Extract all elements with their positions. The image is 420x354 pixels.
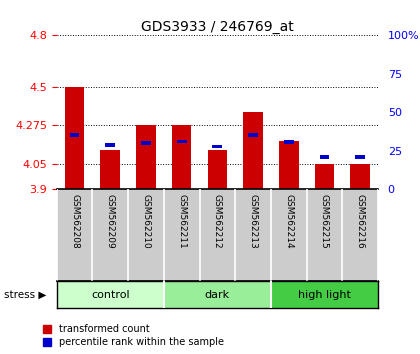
Text: dark: dark — [205, 290, 230, 300]
Text: GSM562208: GSM562208 — [70, 194, 79, 249]
Text: GSM562211: GSM562211 — [177, 194, 186, 249]
Bar — [207, 150, 227, 189]
Text: GSM562214: GSM562214 — [284, 194, 293, 249]
Text: control: control — [91, 290, 129, 300]
Text: GSM562216: GSM562216 — [356, 194, 365, 249]
Bar — [100, 150, 120, 189]
Text: GSM562212: GSM562212 — [213, 194, 222, 249]
Text: stress ▶: stress ▶ — [4, 290, 47, 300]
Text: GSM562213: GSM562213 — [249, 194, 257, 249]
Title: GDS3933 / 246769_at: GDS3933 / 246769_at — [141, 21, 294, 34]
Text: GSM562209: GSM562209 — [106, 194, 115, 249]
Bar — [248, 133, 258, 137]
Bar — [213, 145, 222, 148]
Bar — [279, 142, 299, 189]
Bar — [70, 133, 79, 137]
Bar — [65, 87, 84, 189]
Bar — [355, 155, 365, 159]
Bar — [172, 125, 192, 189]
Bar — [350, 164, 370, 189]
Legend: transformed count, percentile rank within the sample: transformed count, percentile rank withi… — [43, 325, 224, 347]
Text: GSM562210: GSM562210 — [142, 194, 150, 249]
Bar — [57, 281, 164, 308]
Bar — [284, 141, 294, 144]
Bar — [105, 143, 115, 147]
Text: GSM562215: GSM562215 — [320, 194, 329, 249]
Bar — [177, 139, 186, 143]
Bar — [320, 155, 329, 159]
Bar — [271, 281, 378, 308]
Bar — [164, 281, 271, 308]
Bar — [315, 164, 334, 189]
Bar — [141, 141, 151, 145]
Text: high light: high light — [298, 290, 351, 300]
Bar — [243, 112, 263, 189]
Bar — [136, 125, 156, 189]
